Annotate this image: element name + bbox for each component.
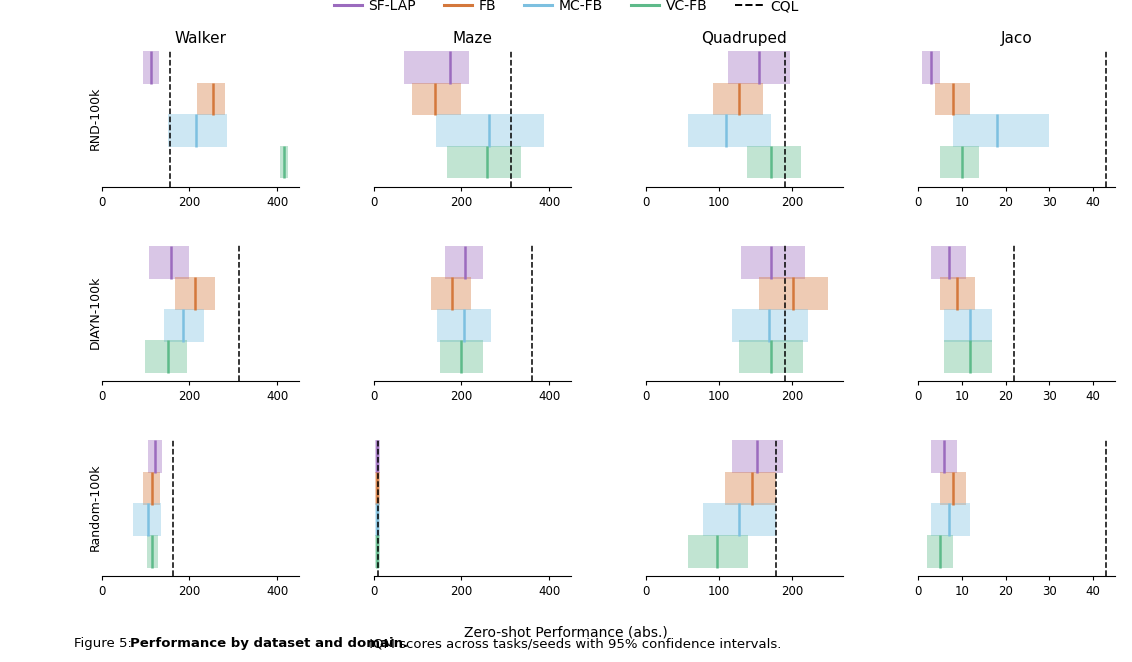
Bar xyxy=(175,277,215,310)
Title: Quadruped: Quadruped xyxy=(702,30,788,46)
Bar xyxy=(931,440,958,473)
Bar xyxy=(149,246,189,279)
Text: Figure 5:: Figure 5: xyxy=(74,637,136,650)
Bar xyxy=(375,535,380,568)
Bar xyxy=(747,146,800,179)
Bar xyxy=(732,308,808,342)
Text: Performance by dataset and domain.: Performance by dataset and domain. xyxy=(130,637,409,650)
Bar xyxy=(134,503,161,536)
Y-axis label: RND-100k: RND-100k xyxy=(88,87,102,150)
Bar xyxy=(931,246,966,279)
Bar xyxy=(739,340,803,373)
Bar xyxy=(923,51,940,84)
Bar xyxy=(703,503,775,536)
Bar xyxy=(164,308,204,342)
Bar xyxy=(412,83,461,115)
Bar xyxy=(931,503,970,536)
Bar xyxy=(143,472,160,504)
Bar xyxy=(440,340,482,373)
Bar xyxy=(148,440,162,473)
Bar xyxy=(732,440,783,473)
Bar xyxy=(728,51,790,84)
Bar xyxy=(375,440,380,473)
Title: Maze: Maze xyxy=(453,30,492,46)
Legend: SF-LAP, FB, MC-FB, VC-FB, CQL: SF-LAP, FB, MC-FB, VC-FB, CQL xyxy=(328,0,804,19)
Text: Zero-shot Performance (abs.): Zero-shot Performance (abs.) xyxy=(464,625,668,639)
Bar xyxy=(688,114,772,147)
Bar xyxy=(940,472,966,504)
Bar xyxy=(940,146,979,179)
Bar xyxy=(145,340,187,373)
Bar xyxy=(169,114,226,147)
Bar xyxy=(927,535,953,568)
Bar xyxy=(445,246,482,279)
Bar xyxy=(953,114,1049,147)
Title: Jaco: Jaco xyxy=(1001,30,1032,46)
Y-axis label: DIAYN-100k: DIAYN-100k xyxy=(88,276,102,350)
Text: IQM scores across tasks/seeds with 95% confidence intervals.: IQM scores across tasks/seeds with 95% c… xyxy=(365,637,781,650)
Bar xyxy=(944,340,993,373)
Title: Walker: Walker xyxy=(174,30,226,46)
Bar xyxy=(197,83,225,115)
Bar xyxy=(437,308,491,342)
Bar xyxy=(436,114,543,147)
Bar xyxy=(447,146,521,179)
Bar xyxy=(375,503,380,536)
Bar xyxy=(375,472,380,504)
Bar xyxy=(688,535,748,568)
Bar xyxy=(944,308,993,342)
Bar xyxy=(740,246,805,279)
Bar xyxy=(713,83,763,115)
Bar xyxy=(431,277,471,310)
Bar xyxy=(760,277,829,310)
Bar xyxy=(143,51,158,84)
Bar xyxy=(147,535,158,568)
Bar xyxy=(724,472,775,504)
Y-axis label: Random-100k: Random-100k xyxy=(88,463,102,551)
Bar xyxy=(935,83,970,115)
Bar xyxy=(280,146,288,179)
Bar xyxy=(404,51,470,84)
Bar xyxy=(940,277,975,310)
